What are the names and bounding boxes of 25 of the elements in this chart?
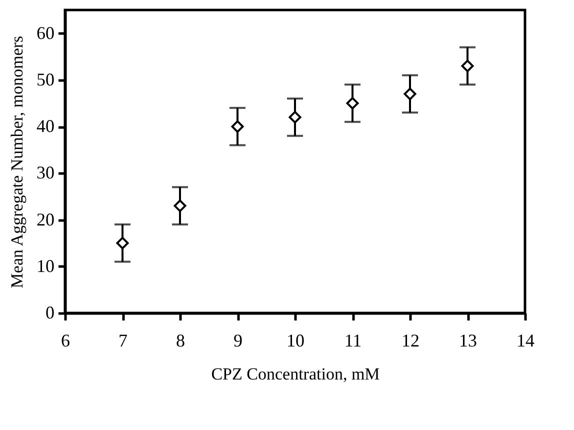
x-tick-label: 14 xyxy=(516,330,534,350)
y-axis-title: Mean Aggregate Number, monomers xyxy=(8,36,26,288)
point xyxy=(288,110,302,124)
x-tick-label: 7 xyxy=(118,330,128,350)
y-tick-label: 30 xyxy=(36,162,54,183)
x-tick-label: 6 xyxy=(61,330,70,350)
x-tick-label: 8 xyxy=(176,330,185,350)
point xyxy=(461,60,474,72)
point xyxy=(116,236,129,250)
x-tick-label: 11 xyxy=(344,330,362,350)
y-tick-label: 0 xyxy=(46,302,54,322)
x-tick-label: 12 xyxy=(402,330,420,350)
point xyxy=(346,96,359,110)
point xyxy=(174,200,186,212)
y-tick-label: 10 xyxy=(36,256,54,276)
x-axis-title: CPZ Concentration, mM xyxy=(211,364,380,384)
x-tick-label: 10 xyxy=(286,330,304,350)
y-tick-label: 60 xyxy=(36,22,54,43)
point xyxy=(404,88,416,100)
y-tick-label: 40 xyxy=(36,116,54,136)
x-tick-label: 13 xyxy=(459,330,477,350)
y-tick-label: 50 xyxy=(36,69,54,90)
x-tick-label: 9 xyxy=(234,330,242,350)
y-tick-label: 20 xyxy=(36,209,54,230)
point xyxy=(231,120,244,133)
